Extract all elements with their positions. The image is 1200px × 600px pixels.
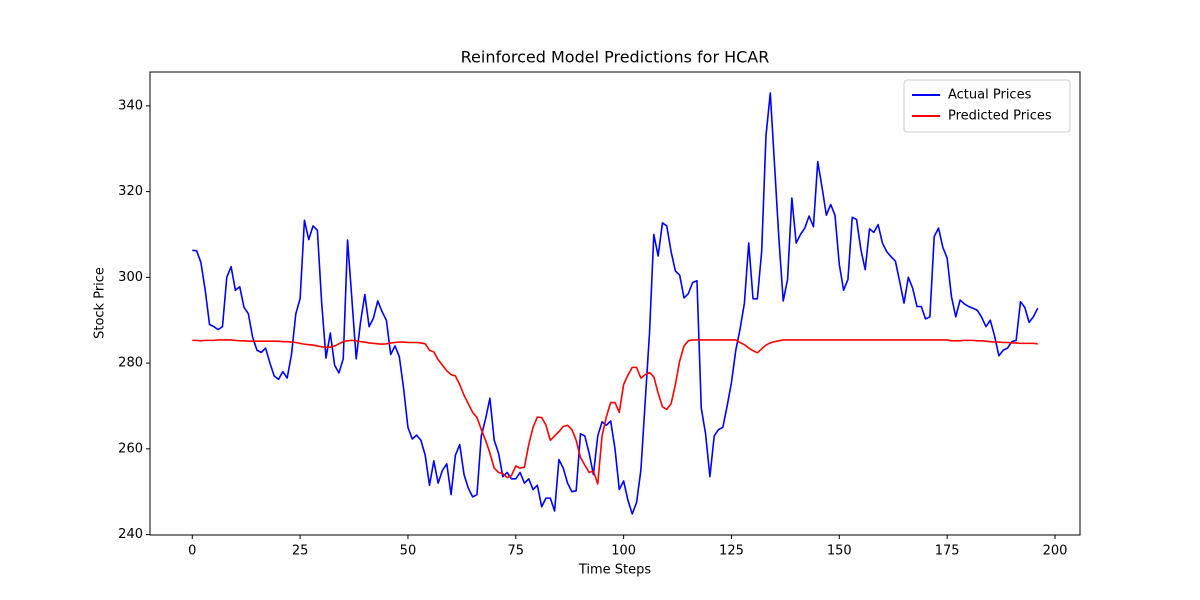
x-tick-label: 125 <box>719 544 744 559</box>
y-tick-label: 280 <box>118 356 143 371</box>
y-tick-label: 300 <box>118 270 143 285</box>
y-tick-label: 320 <box>118 184 143 199</box>
x-tick-label: 75 <box>508 544 525 559</box>
x-tick-label: 50 <box>400 544 417 559</box>
x-tick-label: 175 <box>935 544 960 559</box>
y-tick-label: 240 <box>118 527 143 542</box>
legend: Actual Prices Predicted Prices <box>903 79 1071 133</box>
x-tick-label: 200 <box>1043 544 1068 559</box>
plot-frame <box>149 71 1081 536</box>
legend-label: Actual Prices <box>948 88 1032 103</box>
y-tick-label: 340 <box>118 98 143 113</box>
x-tick-label: 100 <box>611 544 636 559</box>
y-axis-label: Stock Price <box>93 267 108 339</box>
line-series <box>192 339 1038 485</box>
legend-box <box>903 79 1071 133</box>
legend-label: Predicted Prices <box>948 109 1052 124</box>
y-tick-label: 260 <box>118 441 143 456</box>
x-tick-label: 150 <box>827 544 852 559</box>
line-series <box>192 92 1039 515</box>
x-tick-label: 0 <box>188 544 196 559</box>
chart-title: Reinforced Model Predictions for HCAR <box>461 48 770 67</box>
x-tick-label: 25 <box>292 544 309 559</box>
x-axis-label: Time Steps <box>578 563 652 578</box>
